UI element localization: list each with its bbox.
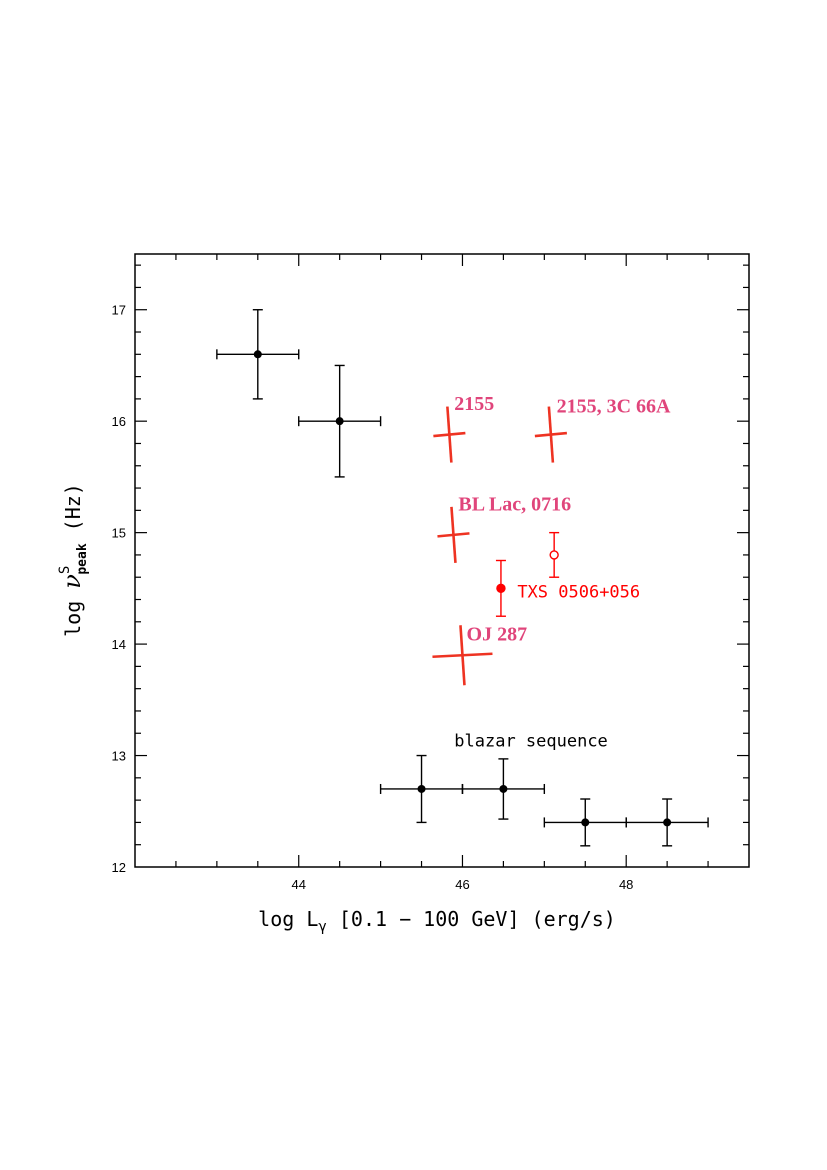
annotation-label: 2155, 3C 66A bbox=[557, 395, 671, 417]
cross-marker-vertical bbox=[547, 406, 555, 463]
data-point bbox=[499, 784, 508, 793]
annotation-label: BL Lac, 0716 bbox=[458, 493, 571, 515]
y-tick-label: 15 bbox=[112, 526, 126, 541]
filled-data-point bbox=[496, 583, 506, 594]
txs-series bbox=[495, 531, 560, 617]
data-point bbox=[335, 417, 344, 426]
annotation-label: OJ 287 bbox=[467, 624, 528, 646]
annotations: 2155 2155, 3C 66A BL Lac, 0716 OJ 287 TXS 05… bbox=[454, 393, 671, 752]
cross-marker-vertical bbox=[450, 506, 457, 563]
y-tick-label: 14 bbox=[112, 637, 126, 652]
orange-cross-series bbox=[432, 406, 568, 686]
annotation-label: 2155 bbox=[454, 393, 494, 415]
y-tick-label: 13 bbox=[112, 749, 126, 764]
annotation-label: blazar sequence bbox=[454, 732, 608, 752]
data-point bbox=[663, 818, 672, 827]
cross-marker-vertical bbox=[459, 625, 466, 686]
y-tick-label: 17 bbox=[112, 303, 126, 318]
tick-labels: 44 46 48 12 13 14 15 16 17 bbox=[112, 303, 634, 892]
y-tick-label: 12 bbox=[112, 860, 126, 875]
x-tick-label: 44 bbox=[291, 877, 305, 892]
x-tick-label: 46 bbox=[455, 877, 469, 892]
y-tick-label: 16 bbox=[112, 414, 126, 429]
blazar-sequence-series bbox=[216, 309, 709, 847]
plot-frame bbox=[134, 253, 750, 868]
x-tick-label: 48 bbox=[619, 877, 633, 892]
data-point bbox=[253, 350, 262, 359]
annotation-label: TXS 0506+056 bbox=[517, 582, 640, 602]
x-axis-label: log Lγ [0.1 − 100 GeV] (erg/s) bbox=[258, 907, 616, 935]
data-point bbox=[581, 818, 590, 827]
open-data-point bbox=[549, 550, 559, 560]
axis-ticks bbox=[135, 254, 749, 867]
y-axis-label: log νS peak (Hz) bbox=[57, 483, 90, 637]
data-point bbox=[417, 784, 426, 793]
cross-marker-vertical bbox=[446, 406, 453, 463]
